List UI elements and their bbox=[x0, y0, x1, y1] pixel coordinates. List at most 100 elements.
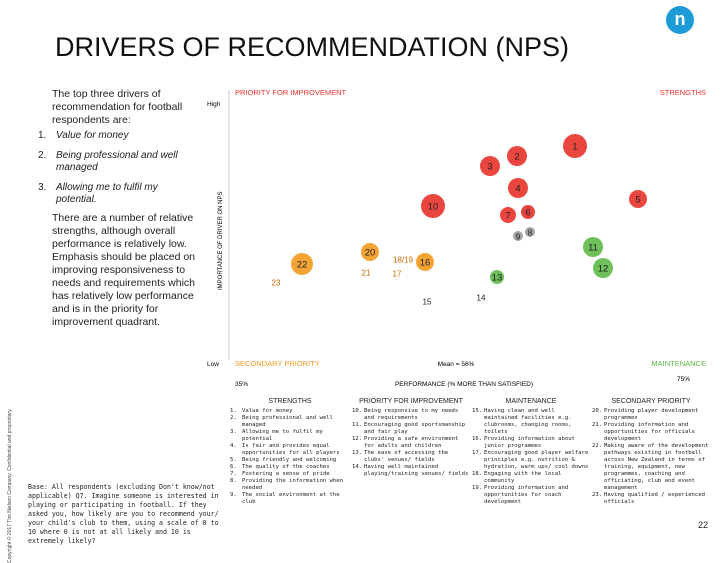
legend-text: Having well maintained playing/training … bbox=[364, 464, 469, 477]
legend-item: 18. Engaging with the local community bbox=[472, 471, 590, 485]
title: DRIVERS OF RECOMMENDATION (NPS) bbox=[55, 32, 570, 62]
legend-number: 14. bbox=[352, 464, 363, 470]
bubble bbox=[563, 134, 587, 158]
bubble bbox=[421, 194, 445, 218]
mean-label: Mean = 56% bbox=[438, 361, 475, 368]
bubble bbox=[500, 207, 516, 223]
legend-text: The quality of the coaches bbox=[242, 464, 330, 470]
bubble-label: 8 bbox=[528, 229, 533, 238]
legend-column: SECONDARY PRIORITY 20. Providing player de… bbox=[592, 398, 710, 506]
legend-text: Having clean and well maintained facilit… bbox=[484, 408, 572, 435]
legend-item: 12. Providing a safe environment for adul… bbox=[352, 436, 470, 450]
legend-text: Being responsive to my needs and require… bbox=[364, 408, 459, 421]
bubble-label: 16 bbox=[420, 258, 431, 269]
legend-number: 12. bbox=[352, 436, 363, 442]
body-text: There are a number of relative strengths… bbox=[52, 212, 196, 328]
legend-text: The social environment at the club bbox=[242, 492, 340, 505]
x-min: 35% bbox=[235, 381, 248, 388]
y-high: High bbox=[207, 101, 221, 108]
legend-item: 16. Providing information about junior pr… bbox=[472, 436, 590, 450]
bubble bbox=[490, 270, 504, 284]
legend-number: 5. bbox=[230, 457, 237, 463]
bubble-label: 15 bbox=[423, 298, 432, 307]
legend-item: 22. Making aware of the development pathw… bbox=[592, 443, 710, 492]
quadrant-label: SECONDARY PRIORITY bbox=[235, 359, 320, 368]
quadrant-label: MAINTENANCE bbox=[651, 359, 706, 368]
legend-item: 9. The social environment at the club bbox=[230, 492, 350, 506]
legend-column: STRENGTHS 1. Value for money 2. Being profes… bbox=[230, 398, 350, 506]
item-number: 1. bbox=[38, 130, 47, 141]
legend-text: Being friendly and welcoming bbox=[242, 457, 337, 463]
y-low: Low bbox=[207, 361, 219, 368]
legend-text: Engaging with the local community bbox=[484, 471, 562, 484]
bubble bbox=[416, 253, 434, 271]
legend-item: 14. Having well maintained playing/traini… bbox=[352, 464, 470, 478]
legend-text: Value for money bbox=[242, 408, 293, 414]
bubble bbox=[361, 243, 379, 261]
legend-heading: MAINTENANCE bbox=[505, 398, 557, 405]
legend-number: 11. bbox=[352, 422, 363, 428]
legend-text: Providing player development programmes bbox=[604, 408, 699, 421]
legend-heading: PRIORITY FOR IMPROVEMENT bbox=[359, 398, 463, 405]
legend-item: 19. Providing information and opportuniti… bbox=[472, 485, 590, 506]
legend: STRENGTHS 1. Value for money 2. Being profes… bbox=[230, 398, 710, 523]
bubble bbox=[513, 231, 523, 241]
legend-number: 17. bbox=[472, 450, 483, 456]
driver-list: 1. Value for money 2. Being professional an… bbox=[38, 130, 198, 214]
bubble-label: 17 bbox=[393, 270, 402, 279]
legend-item: 17. Encouraging good player welfare princ… bbox=[472, 450, 590, 471]
legend-item: 5. Being friendly and welcoming bbox=[230, 457, 350, 464]
legend-text: Being professional and well managed bbox=[242, 415, 333, 428]
logo: n bbox=[666, 6, 694, 34]
bubble-label: 10 bbox=[428, 202, 439, 213]
bubble-label: 5 bbox=[635, 195, 640, 206]
base-note: Base: All respondents (excluding Don't k… bbox=[28, 483, 219, 545]
legend-text: Fostering a sense of pride bbox=[242, 471, 330, 477]
legend-item: 4. Is fair and provides equal opportuniti… bbox=[230, 443, 350, 457]
legend-heading: SECONDARY PRIORITY bbox=[611, 398, 691, 405]
legend-item: 10. Being responsive to my needs and requ… bbox=[352, 408, 470, 422]
legend-number: 7. bbox=[230, 471, 237, 477]
legend-column: MAINTENANCE 15. Having clean and well main… bbox=[472, 398, 590, 506]
legend-heading: STRENGTHS bbox=[268, 398, 312, 405]
item-text: Value for money bbox=[56, 130, 129, 141]
legend-number: 23. bbox=[592, 492, 603, 498]
bubble-label: 6 bbox=[525, 208, 530, 219]
bubble bbox=[508, 178, 528, 198]
quadrant-label: PRIORITY FOR IMPROVEMENT bbox=[235, 88, 347, 97]
bubble-label: 11 bbox=[588, 243, 598, 254]
legend-text: Providing a safe environment for adults … bbox=[364, 436, 459, 449]
bubble bbox=[593, 258, 613, 278]
bubble-label: 4 bbox=[515, 184, 520, 195]
item-text: Being professional and well managed bbox=[56, 150, 178, 173]
quadrant-chart: PRIORITY FOR IMPROVEMENT STRENGTHS SECON… bbox=[207, 88, 706, 388]
legend-number: 10. bbox=[352, 408, 363, 414]
legend-text: Providing information and opportunities … bbox=[484, 485, 569, 505]
legend-number: 15. bbox=[472, 408, 483, 414]
bubble bbox=[583, 237, 603, 257]
legend-number: 8. bbox=[230, 478, 237, 484]
legend-number: 3. bbox=[230, 429, 237, 435]
legend-number: 21. bbox=[592, 422, 603, 428]
legend-item: 3. Allowing me to fulfil my potential bbox=[230, 429, 350, 443]
legend-text: Providing information and opportunities … bbox=[604, 422, 695, 442]
legend-text: Encouraging good player welfare principl… bbox=[484, 450, 589, 470]
x-axis-title: PERFORMANCE (% MORE THAN SATISFIED) bbox=[395, 381, 533, 388]
bubble-label: 7 bbox=[505, 211, 510, 222]
legend-item: 15. Having clean and well maintained faci… bbox=[472, 408, 590, 436]
item-number: 2. bbox=[38, 150, 47, 161]
legend-number: 6. bbox=[230, 464, 237, 470]
legend-item: 8. Providing the information when needed bbox=[230, 478, 350, 492]
bubble-label: 13 bbox=[492, 273, 503, 284]
bubble-label: 20 bbox=[365, 248, 376, 259]
bubble-label: 21 bbox=[362, 269, 371, 278]
page-number: 22 bbox=[698, 520, 709, 530]
bubble-label: 3 bbox=[487, 162, 492, 173]
legend-number: 9. bbox=[230, 492, 237, 498]
legend-item: 21. Providing information and opportuniti… bbox=[592, 422, 710, 443]
driver-item: 3. Allowing me to fulfil my potential. bbox=[38, 182, 198, 206]
driver-item: 1. Value for money bbox=[38, 130, 198, 142]
bubble bbox=[291, 253, 313, 275]
bubble bbox=[521, 205, 535, 219]
bubble bbox=[507, 146, 527, 166]
